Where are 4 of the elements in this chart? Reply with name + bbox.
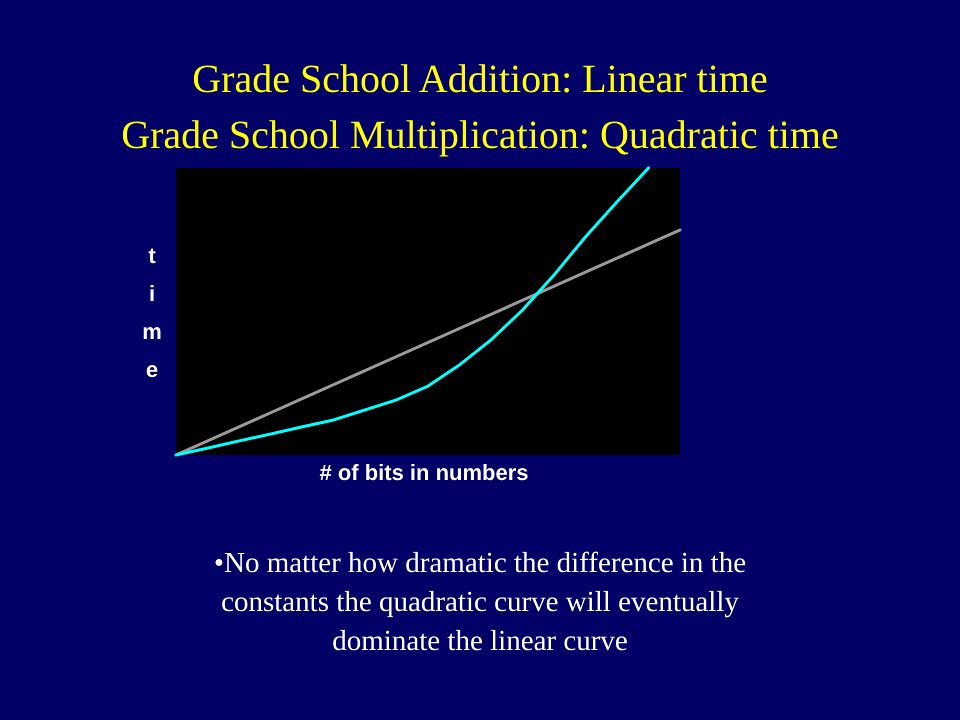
y-axis-title: time: [142, 243, 162, 382]
x-axis-title: # of bits in numbers: [319, 460, 529, 485]
text: •No matter how dramatic the difference in the constants the quadratic curve will eventually dominate the linear curve: [214, 547, 746, 657]
chart-title: Grade School Addition: Linear time Grade School Multiplication: Quadratic time: [121, 56, 839, 157]
